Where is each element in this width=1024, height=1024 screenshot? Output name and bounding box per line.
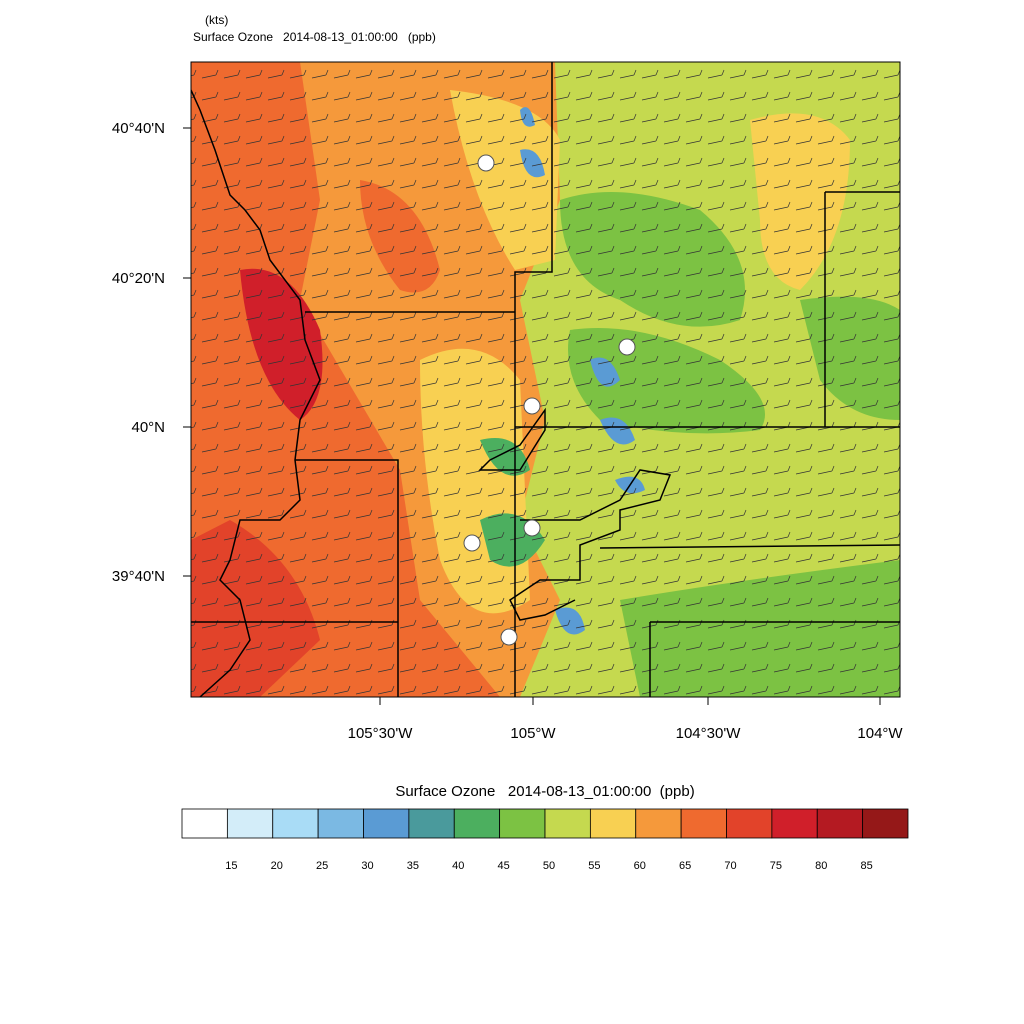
colorbar-label: 25 — [316, 860, 328, 872]
colorbar-swatch — [272, 808, 319, 839]
lat-label: 40°20'N — [112, 270, 165, 287]
colorbar-title: Surface Ozone 2014-08-13_01:00:00 (ppb) — [395, 783, 694, 800]
colorbar-label: 85 — [861, 860, 873, 872]
colorbar-swatch — [544, 808, 591, 839]
colorbar-label: 45 — [498, 860, 510, 872]
colorbar-swatch — [499, 808, 546, 839]
colorbar-swatch — [181, 808, 228, 839]
colorbar-swatch — [635, 808, 682, 839]
colorbar-label: 65 — [679, 860, 691, 872]
colorbar-label: 70 — [724, 860, 736, 872]
city-markers — [463, 154, 636, 646]
colorbar-swatch — [680, 808, 727, 839]
colorbar-label: 15 — [225, 860, 237, 872]
colorbar-label: 60 — [634, 860, 646, 872]
units-label: (kts) — [205, 13, 228, 27]
colorbar-swatch — [453, 808, 501, 839]
colorbar-label: 40 — [452, 860, 464, 872]
colorbar-label: 30 — [361, 860, 373, 872]
lon-label: 104°30'W — [676, 725, 742, 742]
colorbar-label: 20 — [271, 860, 283, 872]
colorbar-label: 50 — [543, 860, 555, 872]
lat-label: 40°40'N — [112, 120, 165, 137]
lat-label: 39°40'N — [112, 568, 165, 585]
colorbar-swatch — [816, 808, 864, 839]
colorbar-swatch — [226, 808, 274, 839]
lat-label: 40°N — [131, 419, 165, 436]
map-field — [191, 62, 900, 697]
colorbar-swatch — [862, 808, 909, 839]
colorbar-label: 35 — [407, 860, 419, 872]
lon-label: 104°W — [857, 725, 903, 742]
colorbar-label: 80 — [815, 860, 827, 872]
colorbar-swatch — [363, 808, 410, 839]
colorbar-swatch — [589, 808, 637, 839]
plot-title: Surface Ozone 2014-08-13_01:00:00 (ppb) — [193, 30, 436, 44]
colorbar-swatch — [771, 808, 818, 839]
colorbar-label: 75 — [770, 860, 782, 872]
colorbar-swatch — [408, 808, 455, 839]
lon-label: 105°30'W — [348, 725, 414, 742]
lon-label: 105°W — [510, 725, 556, 742]
plot-frame — [190, 61, 901, 698]
colorbar-swatch — [317, 808, 364, 839]
colorbar-label: 55 — [588, 860, 600, 872]
colorbar-swatch — [726, 808, 773, 839]
